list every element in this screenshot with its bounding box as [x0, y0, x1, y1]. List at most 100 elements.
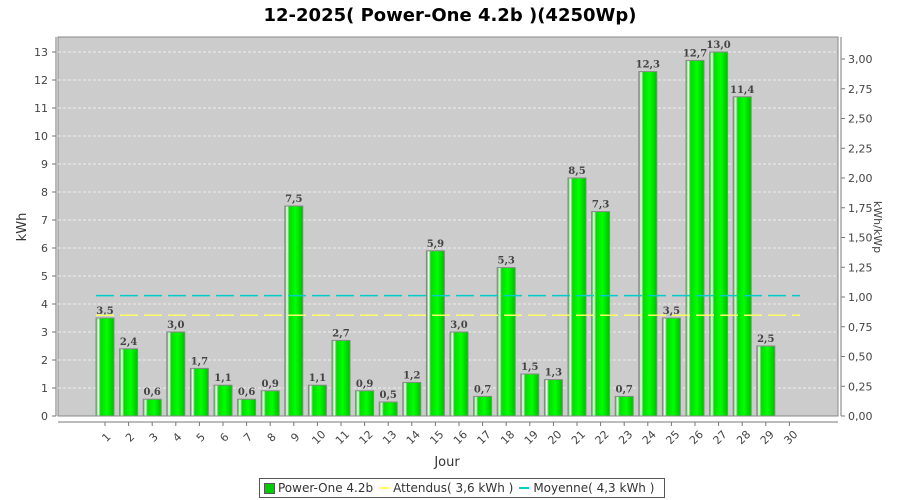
- y-tick-label: 9: [41, 158, 48, 171]
- bar: [567, 177, 587, 417]
- bar: [307, 384, 327, 417]
- bar-value-label: 2,7: [332, 328, 349, 339]
- x-axis-label: Jour: [433, 455, 460, 470]
- bar-value-label: 0,7: [474, 384, 491, 395]
- y-tick-label: 13: [34, 46, 48, 59]
- bar: [189, 367, 209, 417]
- x-tick-label: 11: [333, 428, 352, 447]
- bar-value-label: 7,3: [592, 200, 609, 211]
- bar: [638, 71, 658, 417]
- bar-value-label: 1,1: [214, 373, 231, 384]
- x-tick-label: 3: [147, 430, 161, 444]
- bar: [166, 331, 186, 417]
- y-right-tick-label: 2,25: [848, 142, 873, 155]
- y-tick-label: 4: [41, 298, 48, 311]
- bar-value-label: 0,7: [615, 384, 632, 395]
- x-tick-label: 9: [288, 430, 302, 444]
- chart-title: 12-2025( Power-One 4.2b )(4250Wp): [264, 5, 637, 26]
- y-right-tick-label: 0,50: [848, 351, 873, 364]
- x-tick-label: 8: [265, 430, 279, 444]
- x-tick-label: 19: [522, 428, 541, 447]
- bar: [402, 381, 422, 417]
- y-right-tick-label: 0,25: [848, 380, 873, 393]
- y-tick-label: 2: [41, 354, 48, 367]
- legend-label: Moyenne( 4,3 kWh ): [533, 481, 655, 495]
- bar: [732, 96, 752, 417]
- x-tick-label: 21: [569, 428, 588, 447]
- y-tick-label: 7: [41, 214, 48, 227]
- x-tick-label: 10: [309, 428, 328, 447]
- bar-value-label: 0,6: [143, 387, 160, 398]
- x-tick-label: 12: [357, 428, 376, 447]
- bar-value-label: 5,9: [427, 239, 444, 250]
- y-right-tick-label: 1,75: [848, 202, 873, 215]
- bar: [496, 267, 516, 417]
- x-tick-label: 17: [475, 428, 494, 447]
- y-right-tick-label: 0,75: [848, 321, 873, 334]
- bar: [709, 51, 729, 417]
- y-tick-label: 5: [41, 270, 48, 283]
- bar: [213, 384, 233, 417]
- legend-label: Power-One 4.2b: [278, 481, 374, 495]
- bar: [473, 395, 493, 417]
- bar-value-label: 0,9: [356, 379, 373, 390]
- x-tick-label: 6: [217, 430, 231, 444]
- y-tick-label: 1: [41, 382, 48, 395]
- y-right-tick-label: 2,75: [848, 83, 873, 96]
- bar: [520, 373, 540, 417]
- bar: [425, 250, 445, 417]
- x-tick-label: 7: [241, 430, 255, 444]
- bar: [378, 401, 398, 417]
- bar: [284, 205, 304, 417]
- y-right-tick-label: 2,50: [848, 113, 873, 126]
- bar-value-label: 1,1: [309, 373, 326, 384]
- x-tick-label: 2: [123, 430, 137, 444]
- y-right-tick-label: 1,50: [848, 232, 873, 245]
- legend-swatch: [264, 482, 275, 494]
- bar: [591, 211, 611, 417]
- bar: [119, 348, 139, 417]
- bar: [614, 395, 634, 417]
- y-tick-label: 11: [34, 102, 48, 115]
- legend-label: Attendus( 3,6 kWh ): [393, 481, 514, 495]
- legend-line: [379, 487, 390, 489]
- x-tick-label: 1: [99, 430, 113, 444]
- y-tick-label: 8: [41, 186, 48, 199]
- y-right-tick-label: 0,00: [848, 410, 873, 423]
- bar-value-label: 3,5: [96, 306, 113, 317]
- y-axis-right-label: kWh/kWp: [871, 201, 884, 253]
- bar-value-label: 0,5: [379, 390, 396, 401]
- bar: [543, 379, 563, 417]
- bar-value-label: 1,3: [545, 368, 562, 379]
- y-axis-label: kWh: [15, 213, 30, 242]
- x-tick-label: 25: [663, 428, 682, 447]
- x-tick-label: 27: [711, 428, 730, 447]
- bar-value-label: 0,9: [261, 379, 278, 390]
- x-tick-label: 4: [170, 430, 184, 444]
- bar-value-label: 11,4: [730, 85, 754, 96]
- bar: [331, 339, 351, 417]
- bar-value-label: 12,3: [636, 60, 660, 71]
- x-tick-label: 26: [687, 428, 706, 447]
- bar-value-label: 3,0: [167, 320, 184, 331]
- y-tick-label: 3: [41, 326, 48, 339]
- y-tick-label: 0: [41, 410, 48, 423]
- bar-value-label: 2,4: [120, 337, 137, 348]
- bar: [355, 390, 375, 417]
- x-tick-label: 23: [616, 428, 635, 447]
- y-tick-label: 6: [41, 242, 48, 255]
- bar-value-label: 1,7: [191, 356, 208, 367]
- bar-value-label: 12,7: [683, 48, 707, 59]
- x-tick-label: 15: [427, 428, 446, 447]
- bar-value-label: 8,5: [568, 166, 585, 177]
- y-right-tick-label: 2,00: [848, 172, 873, 185]
- y-right-tick-label: 1,00: [848, 291, 873, 304]
- bar-value-label: 1,5: [521, 362, 538, 373]
- y-right-tick-label: 3,00: [848, 53, 873, 66]
- bar: [142, 398, 162, 417]
- x-tick-label: 14: [404, 428, 423, 447]
- x-tick-label: 5: [194, 430, 208, 444]
- bar-value-label: 2,5: [757, 334, 774, 345]
- bar-value-label: 0,6: [238, 387, 255, 398]
